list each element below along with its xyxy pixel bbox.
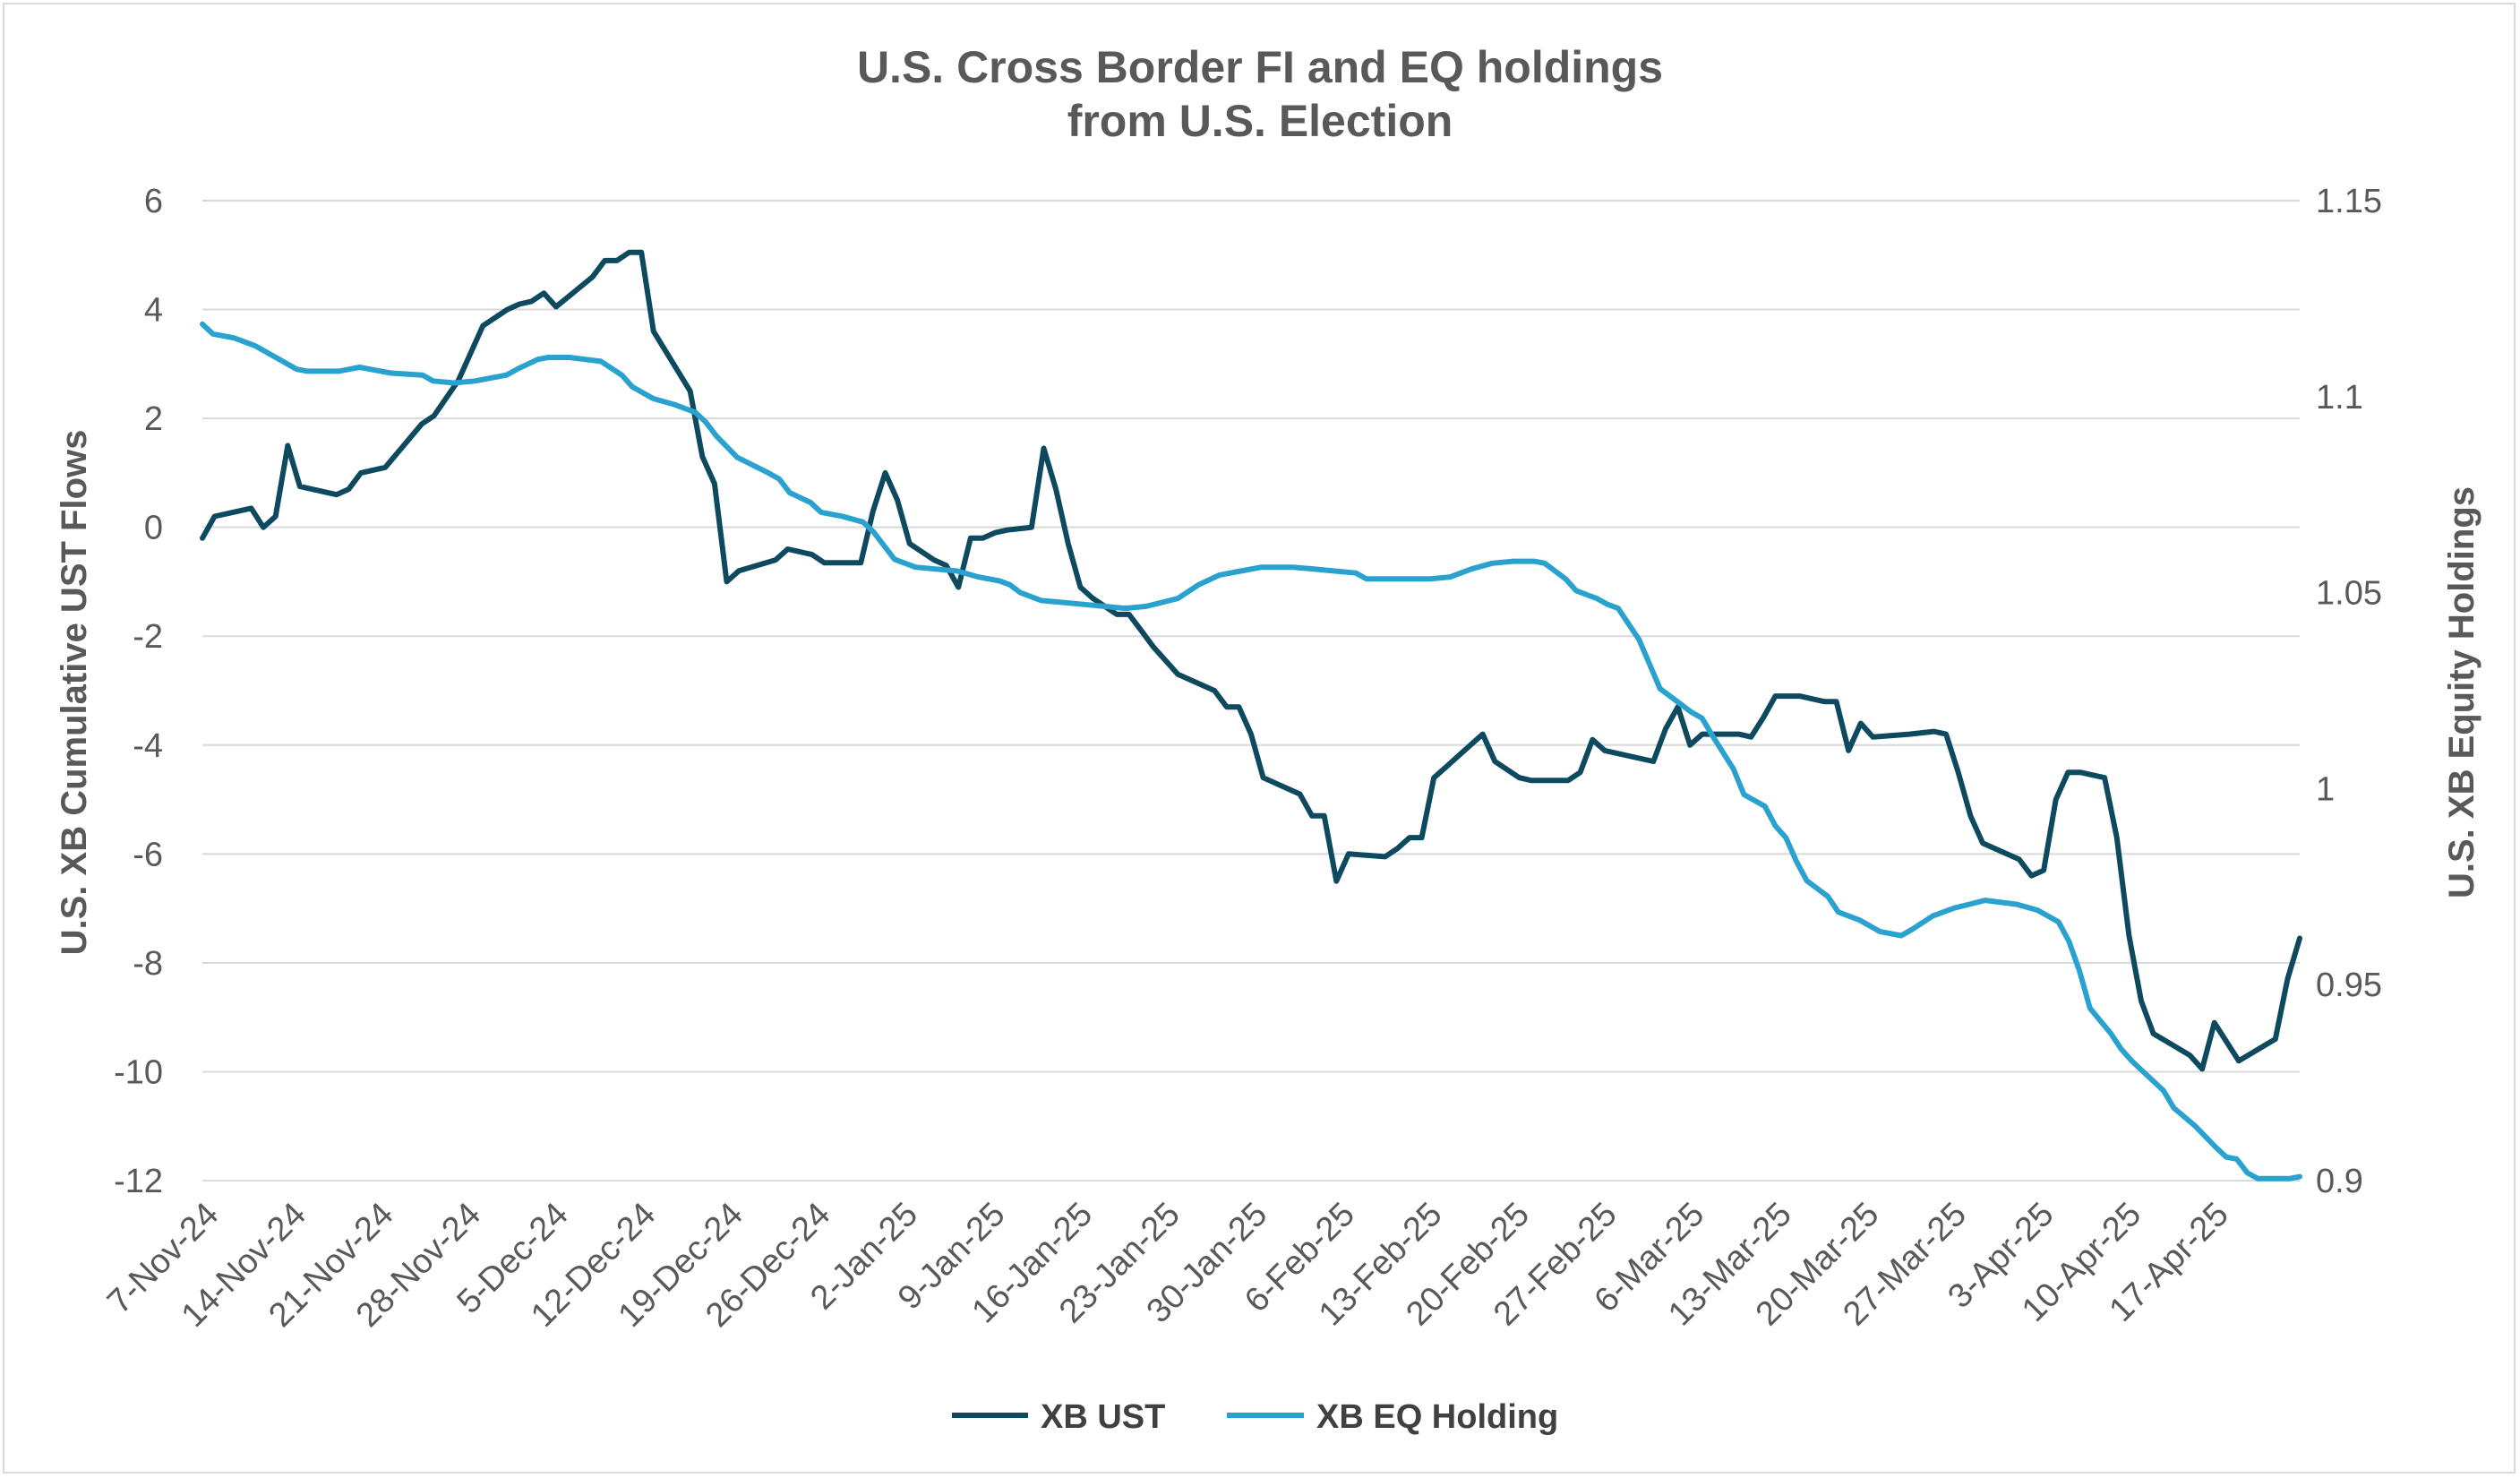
y-left-tick-label: -8: [133, 945, 163, 983]
left-axis-ticks: 6 4 2 0 -2 -4 -6 -8 -10 -12: [114, 183, 163, 1200]
legend: XB UST XB EQ Holding: [952, 1398, 1558, 1436]
y-right-axis-title: U.S. XB Equity Holdings: [2442, 486, 2481, 898]
chart-frame: [3, 3, 2516, 1474]
y-left-tick-label: 4: [144, 292, 163, 330]
y-left-tick-label: -12: [114, 1163, 163, 1200]
y-right-tick-label: 1.15: [2316, 183, 2382, 220]
legend-label-xb-eq-holding: XB EQ Holding: [1316, 1398, 1558, 1436]
x-axis-ticks: 7-Nov-2414-Nov-2421-Nov-2428-Nov-245-Dec…: [100, 1196, 2236, 1335]
y-left-axis-title: U.S. XB Cumulative UST Flows: [55, 430, 94, 956]
y-left-tick-label: -2: [133, 618, 163, 656]
right-axis-ticks: 1.15 1.1 1.05 1 0.95 0.9: [2316, 183, 2382, 1200]
y-left-tick-label: -10: [114, 1053, 163, 1091]
chart-title-line-2: from U.S. Election: [1067, 96, 1453, 146]
y-right-tick-label: 0.9: [2316, 1163, 2363, 1200]
legend-label-xb-ust: XB UST: [1041, 1398, 1165, 1436]
series-lines: [200, 249, 2302, 1182]
series-line-xb-eq-holding: [200, 321, 2302, 1182]
y-left-tick-label: -6: [133, 836, 163, 873]
chart-title-line-1: U.S. Cross Border FI and EQ holdings: [857, 42, 1663, 92]
y-right-tick-label: 1: [2316, 770, 2335, 808]
y-left-tick-label: -4: [133, 727, 163, 765]
y-left-tick-label: 6: [144, 183, 163, 220]
y-left-tick-label: 0: [144, 510, 163, 547]
y-left-tick-label: 2: [144, 400, 163, 438]
series-line-xb-ust: [200, 249, 2302, 1072]
y-right-tick-label: 0.95: [2316, 967, 2382, 1004]
y-right-tick-label: 1.05: [2316, 575, 2382, 613]
gridlines: [202, 200, 2300, 1182]
y-right-tick-label: 1.1: [2316, 379, 2363, 417]
